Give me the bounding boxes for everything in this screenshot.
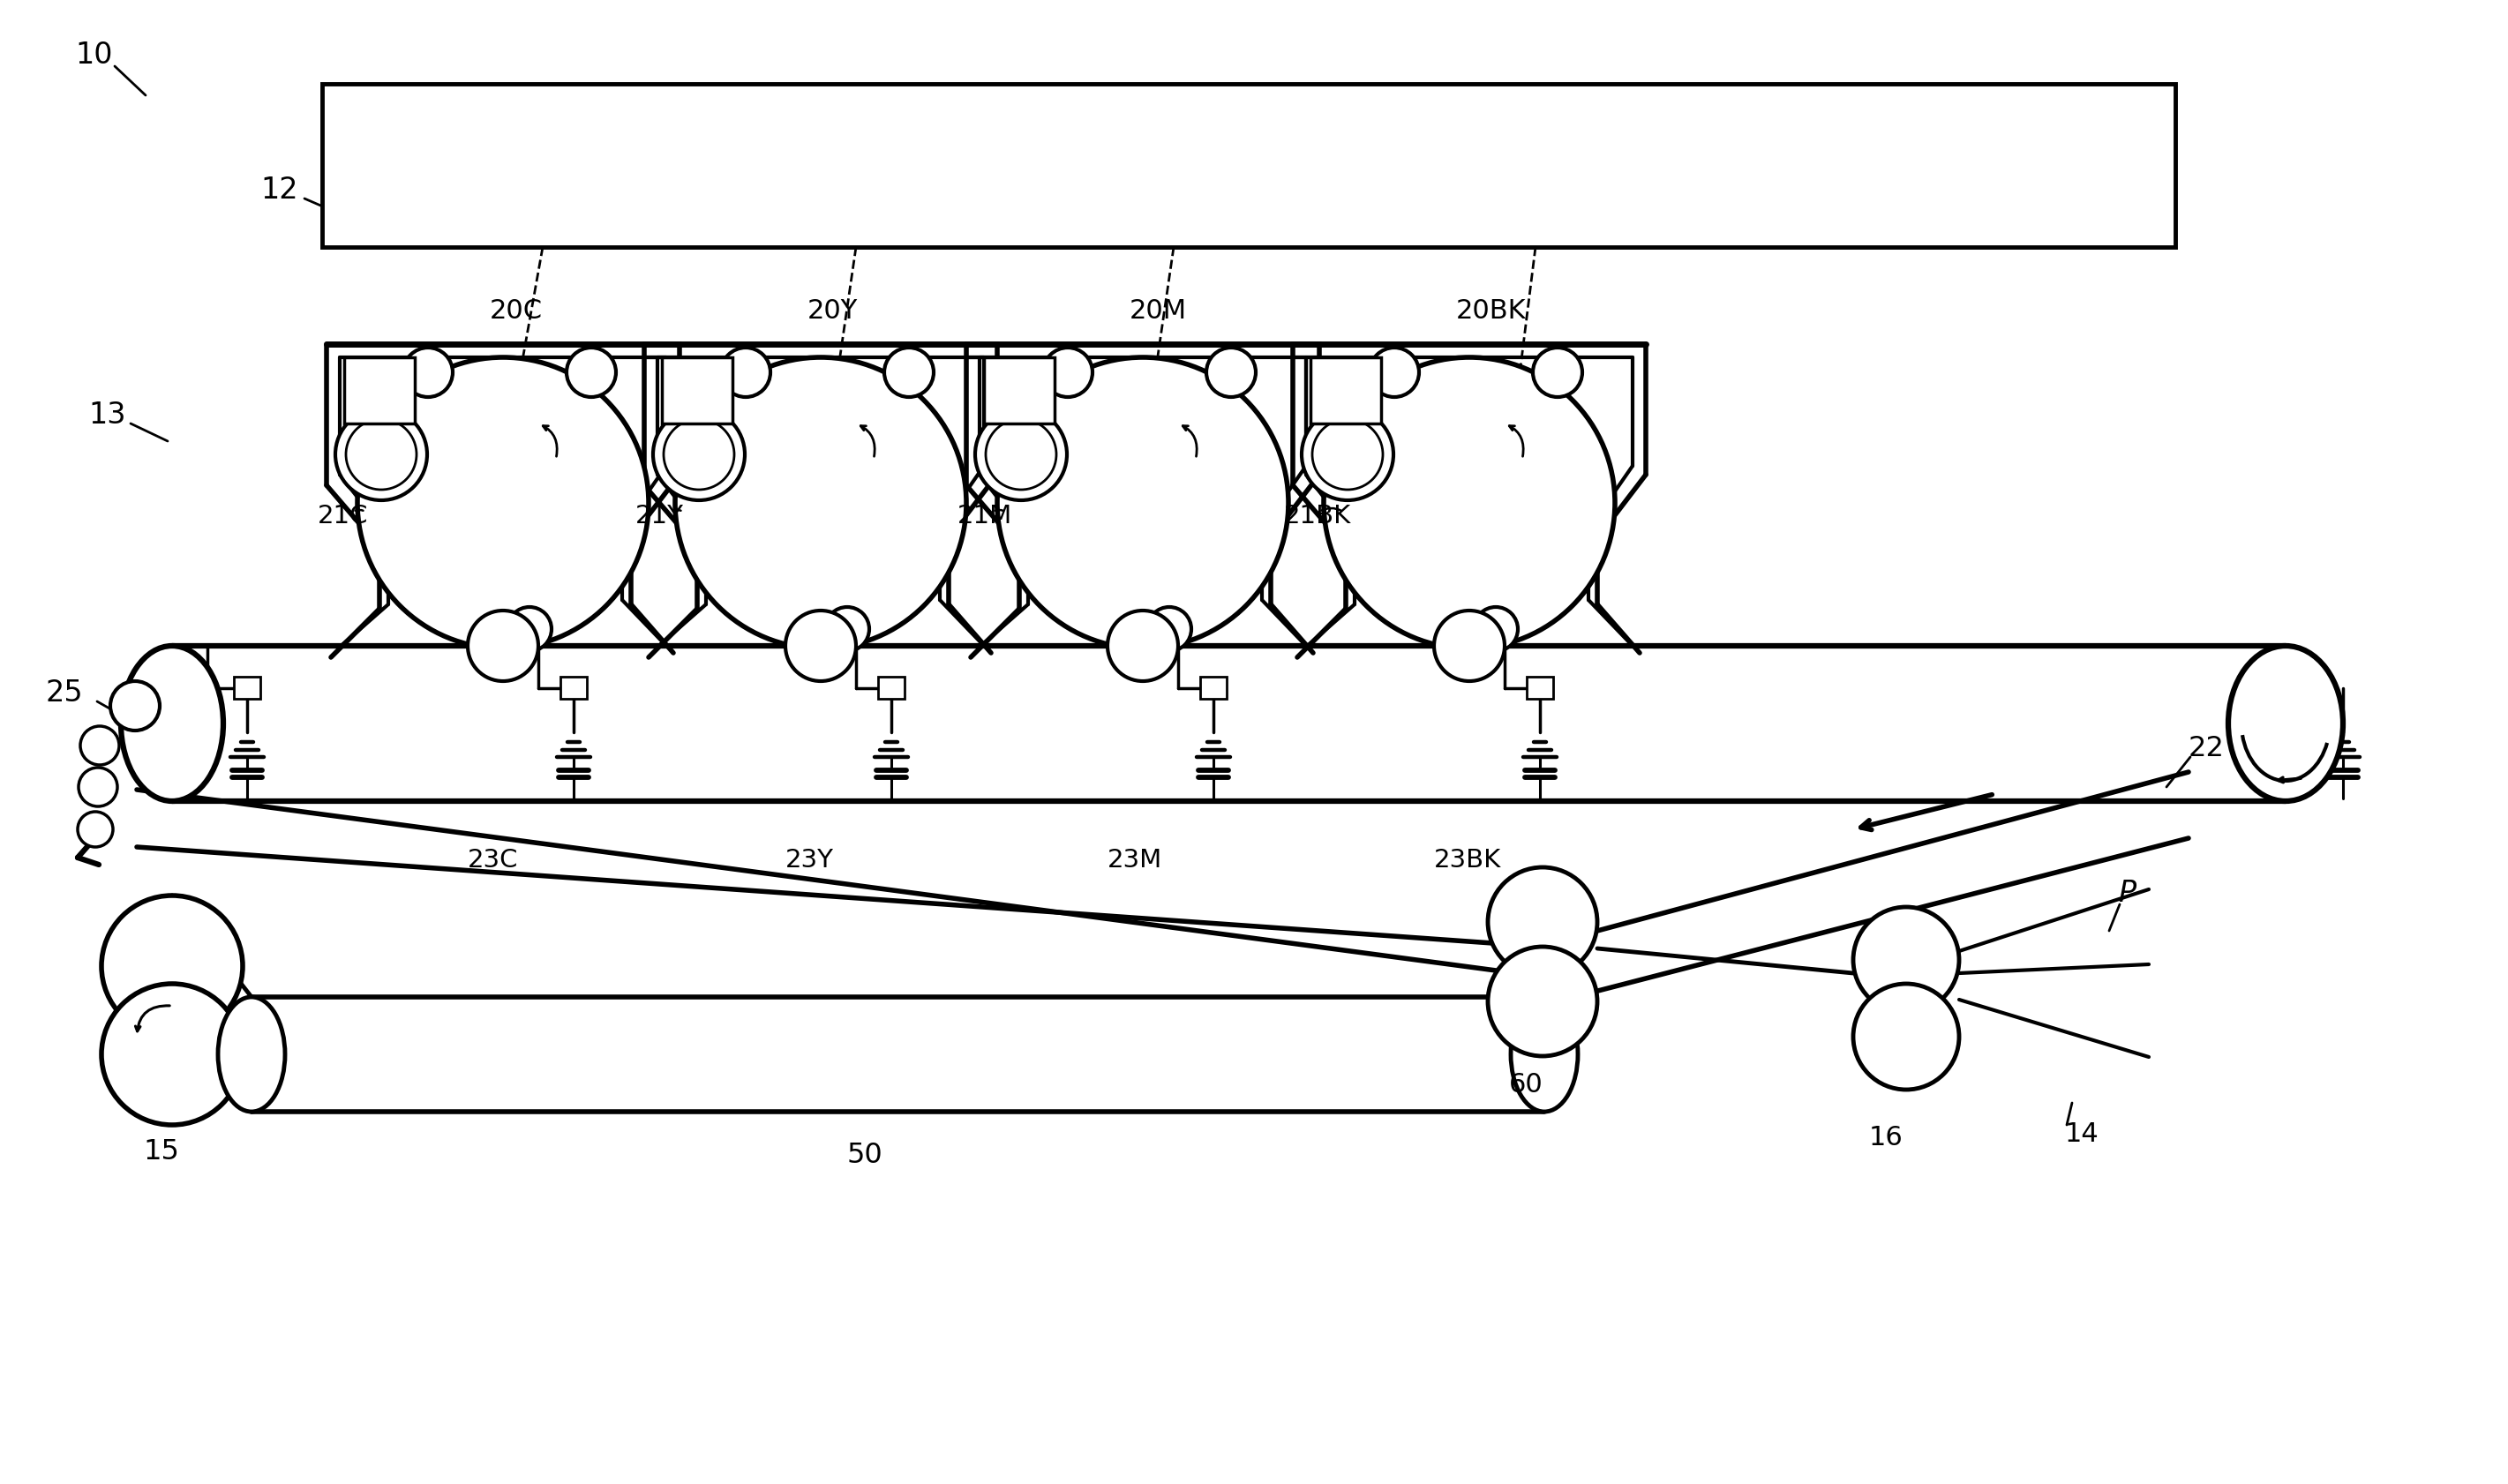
Text: 21BK: 21BK [1284, 503, 1352, 528]
Circle shape [346, 418, 416, 490]
Text: 20M: 20M [1129, 298, 1186, 324]
Circle shape [507, 607, 552, 651]
Circle shape [1312, 418, 1382, 490]
Text: 20Y: 20Y [808, 298, 858, 324]
Text: 22: 22 [2189, 735, 2225, 761]
Ellipse shape [1510, 997, 1578, 1112]
Circle shape [110, 681, 161, 730]
Circle shape [78, 812, 113, 847]
Circle shape [1532, 347, 1583, 398]
Bar [1527, 677, 1552, 699]
Circle shape [1109, 610, 1179, 681]
Ellipse shape [120, 646, 223, 801]
Bar [344, 358, 414, 423]
Bar [1312, 358, 1382, 423]
Bar [233, 677, 261, 699]
Circle shape [785, 610, 855, 681]
Text: 14: 14 [2064, 1120, 2099, 1147]
Circle shape [665, 418, 735, 490]
Text: 23M: 23M [1109, 847, 1161, 873]
Circle shape [1302, 408, 1394, 500]
Circle shape [1475, 607, 1517, 651]
Text: 25: 25 [45, 678, 83, 708]
Circle shape [80, 726, 120, 764]
Circle shape [1043, 347, 1093, 398]
Text: 15: 15 [143, 1138, 178, 1165]
Bar [1201, 677, 1226, 699]
Circle shape [1146, 607, 1191, 651]
Circle shape [1487, 867, 1598, 976]
Text: 60: 60 [1510, 1073, 1542, 1098]
Text: P: P [2117, 879, 2137, 907]
Circle shape [404, 347, 454, 398]
Circle shape [976, 408, 1066, 500]
Text: 20C: 20C [489, 298, 542, 324]
Circle shape [1324, 358, 1615, 649]
Text: 50: 50 [848, 1143, 883, 1169]
Text: 23C: 23C [466, 847, 519, 873]
Bar [559, 677, 587, 699]
Text: 20BK: 20BK [1457, 298, 1527, 324]
Circle shape [1487, 947, 1598, 1057]
Text: 13: 13 [88, 401, 125, 429]
Bar [983, 358, 1053, 423]
Bar [321, 83, 2174, 246]
Circle shape [998, 358, 1289, 649]
Circle shape [567, 347, 617, 398]
Text: 10: 10 [75, 40, 113, 70]
Circle shape [466, 610, 539, 681]
Circle shape [986, 418, 1056, 490]
Text: 21C: 21C [319, 503, 369, 528]
Circle shape [78, 767, 118, 806]
Circle shape [1435, 610, 1505, 681]
Text: 16: 16 [1868, 1125, 1904, 1152]
Bar [662, 358, 732, 423]
Text: 21Y: 21Y [635, 503, 685, 528]
Circle shape [359, 358, 650, 649]
Text: 23Y: 23Y [785, 847, 835, 873]
Circle shape [675, 358, 966, 649]
Ellipse shape [218, 997, 286, 1112]
Circle shape [1369, 347, 1420, 398]
Circle shape [100, 984, 243, 1125]
Circle shape [1853, 984, 1959, 1089]
Circle shape [1853, 907, 1959, 1014]
Circle shape [100, 895, 243, 1037]
Circle shape [652, 408, 745, 500]
Bar [878, 677, 905, 699]
Ellipse shape [2227, 646, 2342, 801]
Text: 21M: 21M [958, 503, 1013, 528]
Text: 12: 12 [261, 175, 298, 205]
Circle shape [825, 607, 870, 651]
Circle shape [336, 408, 426, 500]
Text: 23BK: 23BK [1435, 847, 1502, 873]
Circle shape [1206, 347, 1257, 398]
Circle shape [885, 347, 933, 398]
Circle shape [720, 347, 770, 398]
